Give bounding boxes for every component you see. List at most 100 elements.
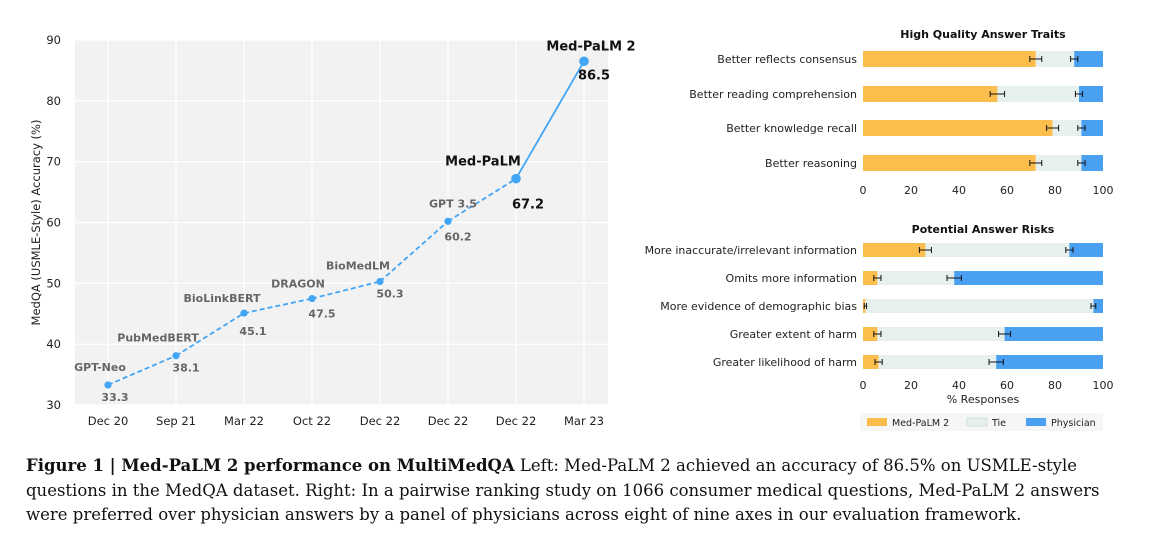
- data-point: [444, 217, 452, 225]
- category-label: Better knowledge recall: [726, 122, 857, 135]
- bar-segment: [1069, 243, 1103, 257]
- x-tick-label: 40: [952, 379, 966, 392]
- data-point: [104, 381, 112, 389]
- bar-segment: [925, 243, 1070, 257]
- y-tick-label: 40: [46, 337, 61, 351]
- category-label: Omits more information: [726, 272, 857, 285]
- x-tick-label: Dec 22: [496, 414, 537, 428]
- bar-segment: [954, 271, 1103, 285]
- legend-swatch: [966, 417, 988, 427]
- bar-segment: [1081, 155, 1103, 171]
- category-label: More evidence of demographic bias: [660, 300, 857, 313]
- x-tick-label: Oct 22: [293, 414, 331, 428]
- y-tick-label: 50: [46, 276, 61, 290]
- model-label: GPT 3.5: [429, 197, 477, 210]
- line-segment: [311, 280, 381, 300]
- data-labels: GPT-Neo 33.3 PubMedBERT 38.1 BioLinkBERT 45.1…: [74, 39, 635, 404]
- x-tick-label: 80: [1048, 379, 1062, 392]
- legend-label: Physician: [1051, 418, 1096, 429]
- line-segment: [379, 220, 449, 283]
- bar-segment: [1074, 51, 1103, 67]
- y-tick-label: 80: [46, 94, 61, 108]
- data-point: [172, 352, 180, 360]
- x-tick-label: Mar 22: [224, 414, 264, 428]
- value-label: 67.2: [512, 198, 544, 213]
- bar-segment: [1035, 51, 1075, 67]
- y-tick-label: 60: [46, 216, 61, 230]
- bar-segment: [1052, 120, 1082, 136]
- x-tick-label: 60: [1000, 379, 1014, 392]
- line-segment: [447, 177, 517, 223]
- x-axis-label: % Responses: [947, 393, 1020, 406]
- model-label: GPT-Neo: [74, 361, 126, 374]
- y-tick-label: 30: [46, 398, 61, 412]
- x-tick-label: 20: [904, 184, 918, 197]
- bar-segment: [863, 271, 878, 285]
- value-label: 38.1: [172, 362, 199, 375]
- value-label: 60.2: [444, 230, 471, 243]
- answer-risks-chart: Potential Answer Risks More inaccurate/i…: [645, 223, 1114, 406]
- category-label: More inaccurate/irrelevant information: [645, 244, 857, 257]
- series-line: [107, 60, 585, 386]
- category-label: Greater extent of harm: [730, 328, 857, 341]
- model-label: DRAGON: [271, 278, 325, 291]
- bar-segment: [878, 355, 997, 369]
- data-point: [579, 56, 589, 67]
- value-label: 50.3: [376, 288, 403, 301]
- bar-segment: [1035, 155, 1082, 171]
- bar-segment: [863, 355, 879, 369]
- legend-label: Med-PaLM 2: [892, 418, 949, 429]
- bar-segment: [863, 86, 998, 102]
- line-segment: [243, 297, 313, 315]
- x-tick-label: 100: [1093, 184, 1114, 197]
- bar-segment: [996, 355, 1103, 369]
- bar-segment: [877, 271, 955, 285]
- x-tick-label: 40: [952, 184, 966, 197]
- x-tick-label: Dec 20: [88, 414, 129, 428]
- category-label: Better reading comprehension: [689, 88, 857, 101]
- grid-lines: [75, 39, 608, 406]
- chart-title: High Quality Answer Traits: [900, 28, 1066, 41]
- value-label: 33.3: [101, 391, 128, 404]
- model-label: Med-PaLM: [445, 155, 521, 170]
- legend-label: Tie: [991, 418, 1006, 429]
- value-label: 86.5: [578, 68, 610, 83]
- bar-segment: [1079, 86, 1103, 102]
- category-label: Better reflects consensus: [717, 53, 857, 66]
- model-label: BioMedLM: [326, 260, 390, 273]
- model-label: Med-PaLM 2: [546, 39, 635, 54]
- x-tick-label: Mar 23: [564, 414, 604, 428]
- y-axis-ticks: 30 40 50 60 70 80 90: [46, 33, 61, 412]
- value-label: 47.5: [308, 308, 335, 321]
- bar-segment: [863, 120, 1053, 136]
- x-tick-label: Dec 22: [360, 414, 401, 428]
- x-tick-label: 80: [1048, 184, 1062, 197]
- data-point: [511, 173, 521, 184]
- model-label: PubMedBERT: [117, 332, 199, 345]
- y-tick-label: 90: [46, 33, 61, 47]
- bar-segment: [997, 86, 1079, 102]
- category-label: Better reasoning: [765, 157, 857, 170]
- answer-traits-chart: High Quality Answer Traits Better reflec…: [689, 28, 1113, 197]
- bar-segment: [863, 243, 926, 257]
- x-tick-label: 0: [860, 379, 867, 392]
- data-point: [240, 309, 248, 317]
- x-tick-label: 20: [904, 379, 918, 392]
- x-tick-label: 60: [1000, 184, 1014, 197]
- bar-segment: [863, 155, 1036, 171]
- bar-segment: [1004, 327, 1103, 341]
- category-label: Greater likelihood of harm: [713, 356, 857, 369]
- line-segment: [107, 354, 177, 386]
- bar-segment: [865, 299, 1094, 313]
- figure-caption: Figure 1 | Med-PaLM 2 performance on Mul…: [26, 454, 1136, 528]
- x-tick-label: Sep 21: [156, 414, 196, 428]
- y-tick-label: 70: [46, 155, 61, 169]
- bar-segment: [1081, 120, 1103, 136]
- x-tick-label: 100: [1093, 379, 1114, 392]
- caption-text: Left: Med-PaLM 2 achieved an accuracy of…: [26, 456, 1100, 524]
- y-axis-label: MedQA (USMLE-Style) Accuracy (%): [29, 120, 43, 326]
- figure-canvas: 30 40 50 60 70 80 90 Dec 20 Sep 21 Mar 22 Oct 22 D…: [29, 28, 1114, 431]
- data-point: [308, 294, 316, 303]
- accuracy-line-chart: 30 40 50 60 70 80 90 Dec 20 Sep 21 Mar 22 Oct 22 D…: [29, 33, 636, 428]
- bar-segment: [863, 327, 878, 341]
